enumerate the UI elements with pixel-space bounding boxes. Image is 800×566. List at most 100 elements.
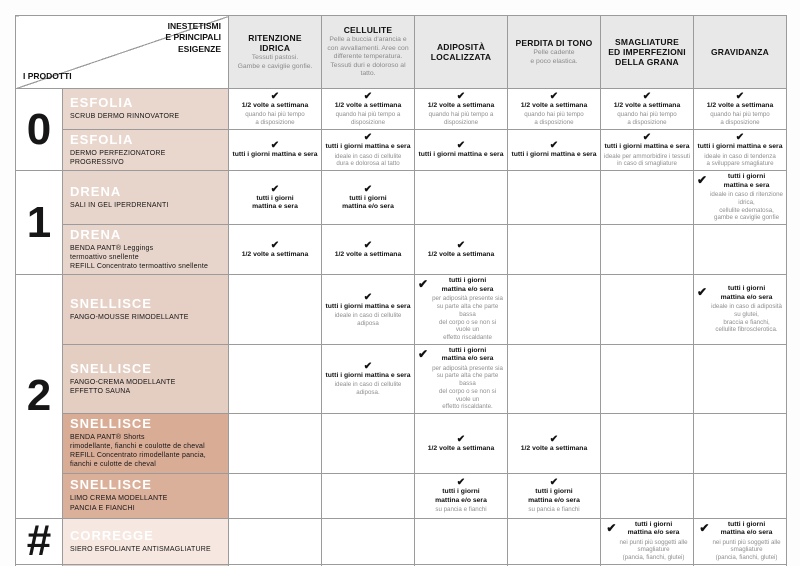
cell-content: ✔ 1/2 volte a settimana quando hai più tem… [604,91,690,127]
product-subtitle: BENDA PANT® Shorts rimodellante, fianchi… [70,434,206,469]
group-number-cell: # [15,517,63,565]
product-cell: ESFOLIA DERMO PERFEZIONATORE PROGRESSIVO [62,128,229,172]
check-icon: ✔ [270,91,280,102]
matrix-cell: ✔ tutti i giorni mattina e sera ideale in … [693,128,787,172]
check-icon: ✔ [456,433,466,445]
matrix-cell: ✔ 1/2 volte a settimana [414,413,508,474]
matrix-cell: ✔ tutti i giorni mattina e sera [228,128,322,172]
matrix-header: INESTETISMI E PRINCIPALI ESIGENZE I PRODO… [15,15,787,89]
matrix-cell [507,274,601,345]
table-row: # CORREGGE SIERO ESFOLIANTE ANTISMAGLIATUR… [15,517,787,565]
matrix-cell: ✔ tutti i giorni mattina e/o sera [321,170,415,226]
check-icon: ✔ [549,91,559,102]
cell-text: tutti i giorni mattina e sera ideale in c… [710,173,783,222]
corner-cell: INESTETISMI E PRINCIPALI ESIGENZE I PRODO… [15,15,229,89]
table-row: 0 ESFOLIA SCRUB DERMO RINNOVATORE ✔ 1/2 volt… [15,87,787,172]
usage-note: nei punti più soggetti alle smagliature … [712,538,781,562]
cell-content: ✔ tutti i giorni mattina e sera ideale in … [325,132,411,168]
cell-content: ✔ tutti i giorni mattina e sera ideale per… [604,132,690,168]
matrix-cell: ✔ tutti i giorni mattina e/o sera per adip… [414,343,508,415]
product-cell: DRENA BENDA PANT® Leggings termoattivo sn… [62,224,229,276]
usage-note: per adiposità presente sia su parte alta… [432,364,503,411]
table-row: 2 SNELLISCE FANGO-MOUSSE RIMODELLANTE ✔ tutt… [15,274,787,519]
check-icon: ✔ [456,140,466,152]
cell-content: ✔ 1/2 volte a settimana [511,434,597,453]
cell-text: tutti i giorni mattina e/o sera nei punti… [712,521,780,562]
column-subtitle: Tessuti pastosi. Gambe e caviglie gonfie… [237,54,313,70]
product-title: CORREGGE [70,527,154,543]
cell-content: ✔ tutti i giorni mattina e sera ideale in … [325,361,411,397]
matrix-cell [228,472,322,519]
matrix-cell [600,224,694,276]
frequency-label: 1/2 volte a settimana [706,102,774,109]
column-title: RITENZIONE IDRICA [248,32,302,54]
matrix-cell [600,274,694,345]
header-row: INESTETISMI E PRINCIPALI ESIGENZE I PRODO… [15,15,787,89]
frequency-label: tutti i giorni mattina e/o sera [720,520,773,537]
cell-content: ✔ tutti i giorni mattina e/o sera su panci… [511,477,597,514]
frequency-label: tutti i giorni mattina e sera [418,151,504,159]
column-title: PERDITA DI TONO [515,37,593,48]
product-title: SNELLISCE [70,416,152,432]
group-number-cell: 0 [15,87,63,172]
column-title: ADIPOSITÀ LOCALIZZATA [430,41,492,62]
frequency-label: tutti i giorni mattina e sera [697,143,783,151]
check-icon: ✔ [418,346,429,361]
table-row: ESFOLIA DERMO PERFEZIONATORE PROGRESSIVO ✔… [16,128,787,172]
frequency-label: 1/2 volte a settimana [427,444,495,452]
product-subtitle: BENDA PANT® Leggings termoattivo snellen… [70,245,209,271]
usage-note: su pancia e fianchi [435,506,487,514]
frequency-label: tutti i giorni mattina e sera [723,173,770,189]
matrix-body: 0 ESFOLIA SCRUB DERMO RINNOVATORE ✔ 1/2 volt… [15,87,787,566]
check-icon: ✔ [549,477,559,489]
check-icon: ✔ [363,132,373,144]
matrix-cell [414,517,508,565]
frequency-label: tutti i giorni mattina e/o sera [720,285,773,301]
product-subtitle: LIMO CREMA MODELLANTE PANCIA E FIANCHI [70,495,168,512]
product-cell: ESFOLIA SCRUB DERMO RINNOVATORE [62,88,229,130]
matrix-cell: ✔ tutti i giorni mattina e/o sera ideale i… [693,274,787,345]
frequency-label: tutti i giorni mattina e/o sera [342,194,394,211]
cell-content: ✔ tutti i giorni mattina e/o sera per adip… [418,347,504,411]
matrix-cell [321,517,415,565]
check-icon: ✔ [697,285,708,300]
matrix-cell: ✔ tutti i giorni mattina e sera ideale in … [321,274,415,345]
matrix-cell [228,274,322,345]
check-icon: ✔ [549,140,559,152]
check-icon: ✔ [735,91,745,102]
frequency-label: tutti i giorni mattina e/o sera [435,488,487,504]
table-row: SNELLISCE BENDA PANT® Shorts rimodellante… [16,413,787,474]
frequency-label: 1/2 volte a settimana [241,250,309,258]
matrix-cell [693,343,787,415]
usage-note: nei punti più soggetti alle smagliature … [619,538,688,562]
group-number-cell: 1 [15,170,63,276]
check-icon: ✔ [697,173,708,188]
matrix-cell [600,472,694,519]
matrix-cell [693,472,787,519]
usage-note: quando hai più tempo a disposizione [710,111,770,127]
frequency-label: 1/2 volte a settimana [520,102,588,109]
column-header-2: CELLULITE Pelle a buccia d'arancia e con … [321,15,415,89]
column-subtitle: Pelle a buccia d'arancia e con avvallame… [327,36,409,78]
usage-note: ideale in caso di tendenza a sviluppare … [704,152,776,168]
cell-content: ✔ tutti i giorni mattina e/o sera nei punt… [604,521,690,562]
check-icon: ✔ [363,91,373,102]
matrix-cell: ✔ tutti i giorni mattina e sera ideale in … [321,343,415,415]
usage-note: ideale in caso di cellulite dura e dolor… [334,152,402,168]
matrix-cell [600,170,694,226]
cell-content: ✔ 1/2 volte a settimana quando hai più tem… [325,91,411,127]
usage-note: ideale in caso di cellulite adiposa. [334,381,402,397]
check-icon: ✔ [363,239,373,251]
matrix-cell: ✔tutti i giorni mattina e serase si pref… [693,563,787,566]
product-title: SNELLISCE [70,360,152,376]
check-icon: ✔ [270,239,280,251]
check-icon: ✔ [642,132,652,144]
cell-content: ✔ tutti i giorni mattina e/o sera ideale i… [697,285,783,334]
frequency-label: tutti i giorni mattina e sera [232,151,318,159]
table-row: SNELLISCE LIMO CREMA MODELLANTE PANCIA E … [16,472,787,519]
frequency-label: tutti i giorni mattina e sera [252,194,298,211]
cell-text: tutti i giorni mattina e/o sera per adipo… [431,347,504,411]
usage-note: quando hai più tempo a disposizione [245,111,305,127]
frequency-label: 1/2 volte a settimana [427,250,495,258]
